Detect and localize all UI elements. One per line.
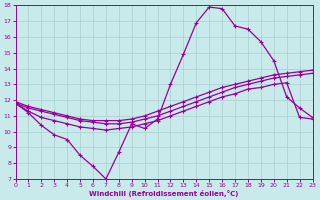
X-axis label: Windchill (Refroidissement éolien,°C): Windchill (Refroidissement éolien,°C): [89, 190, 239, 197]
